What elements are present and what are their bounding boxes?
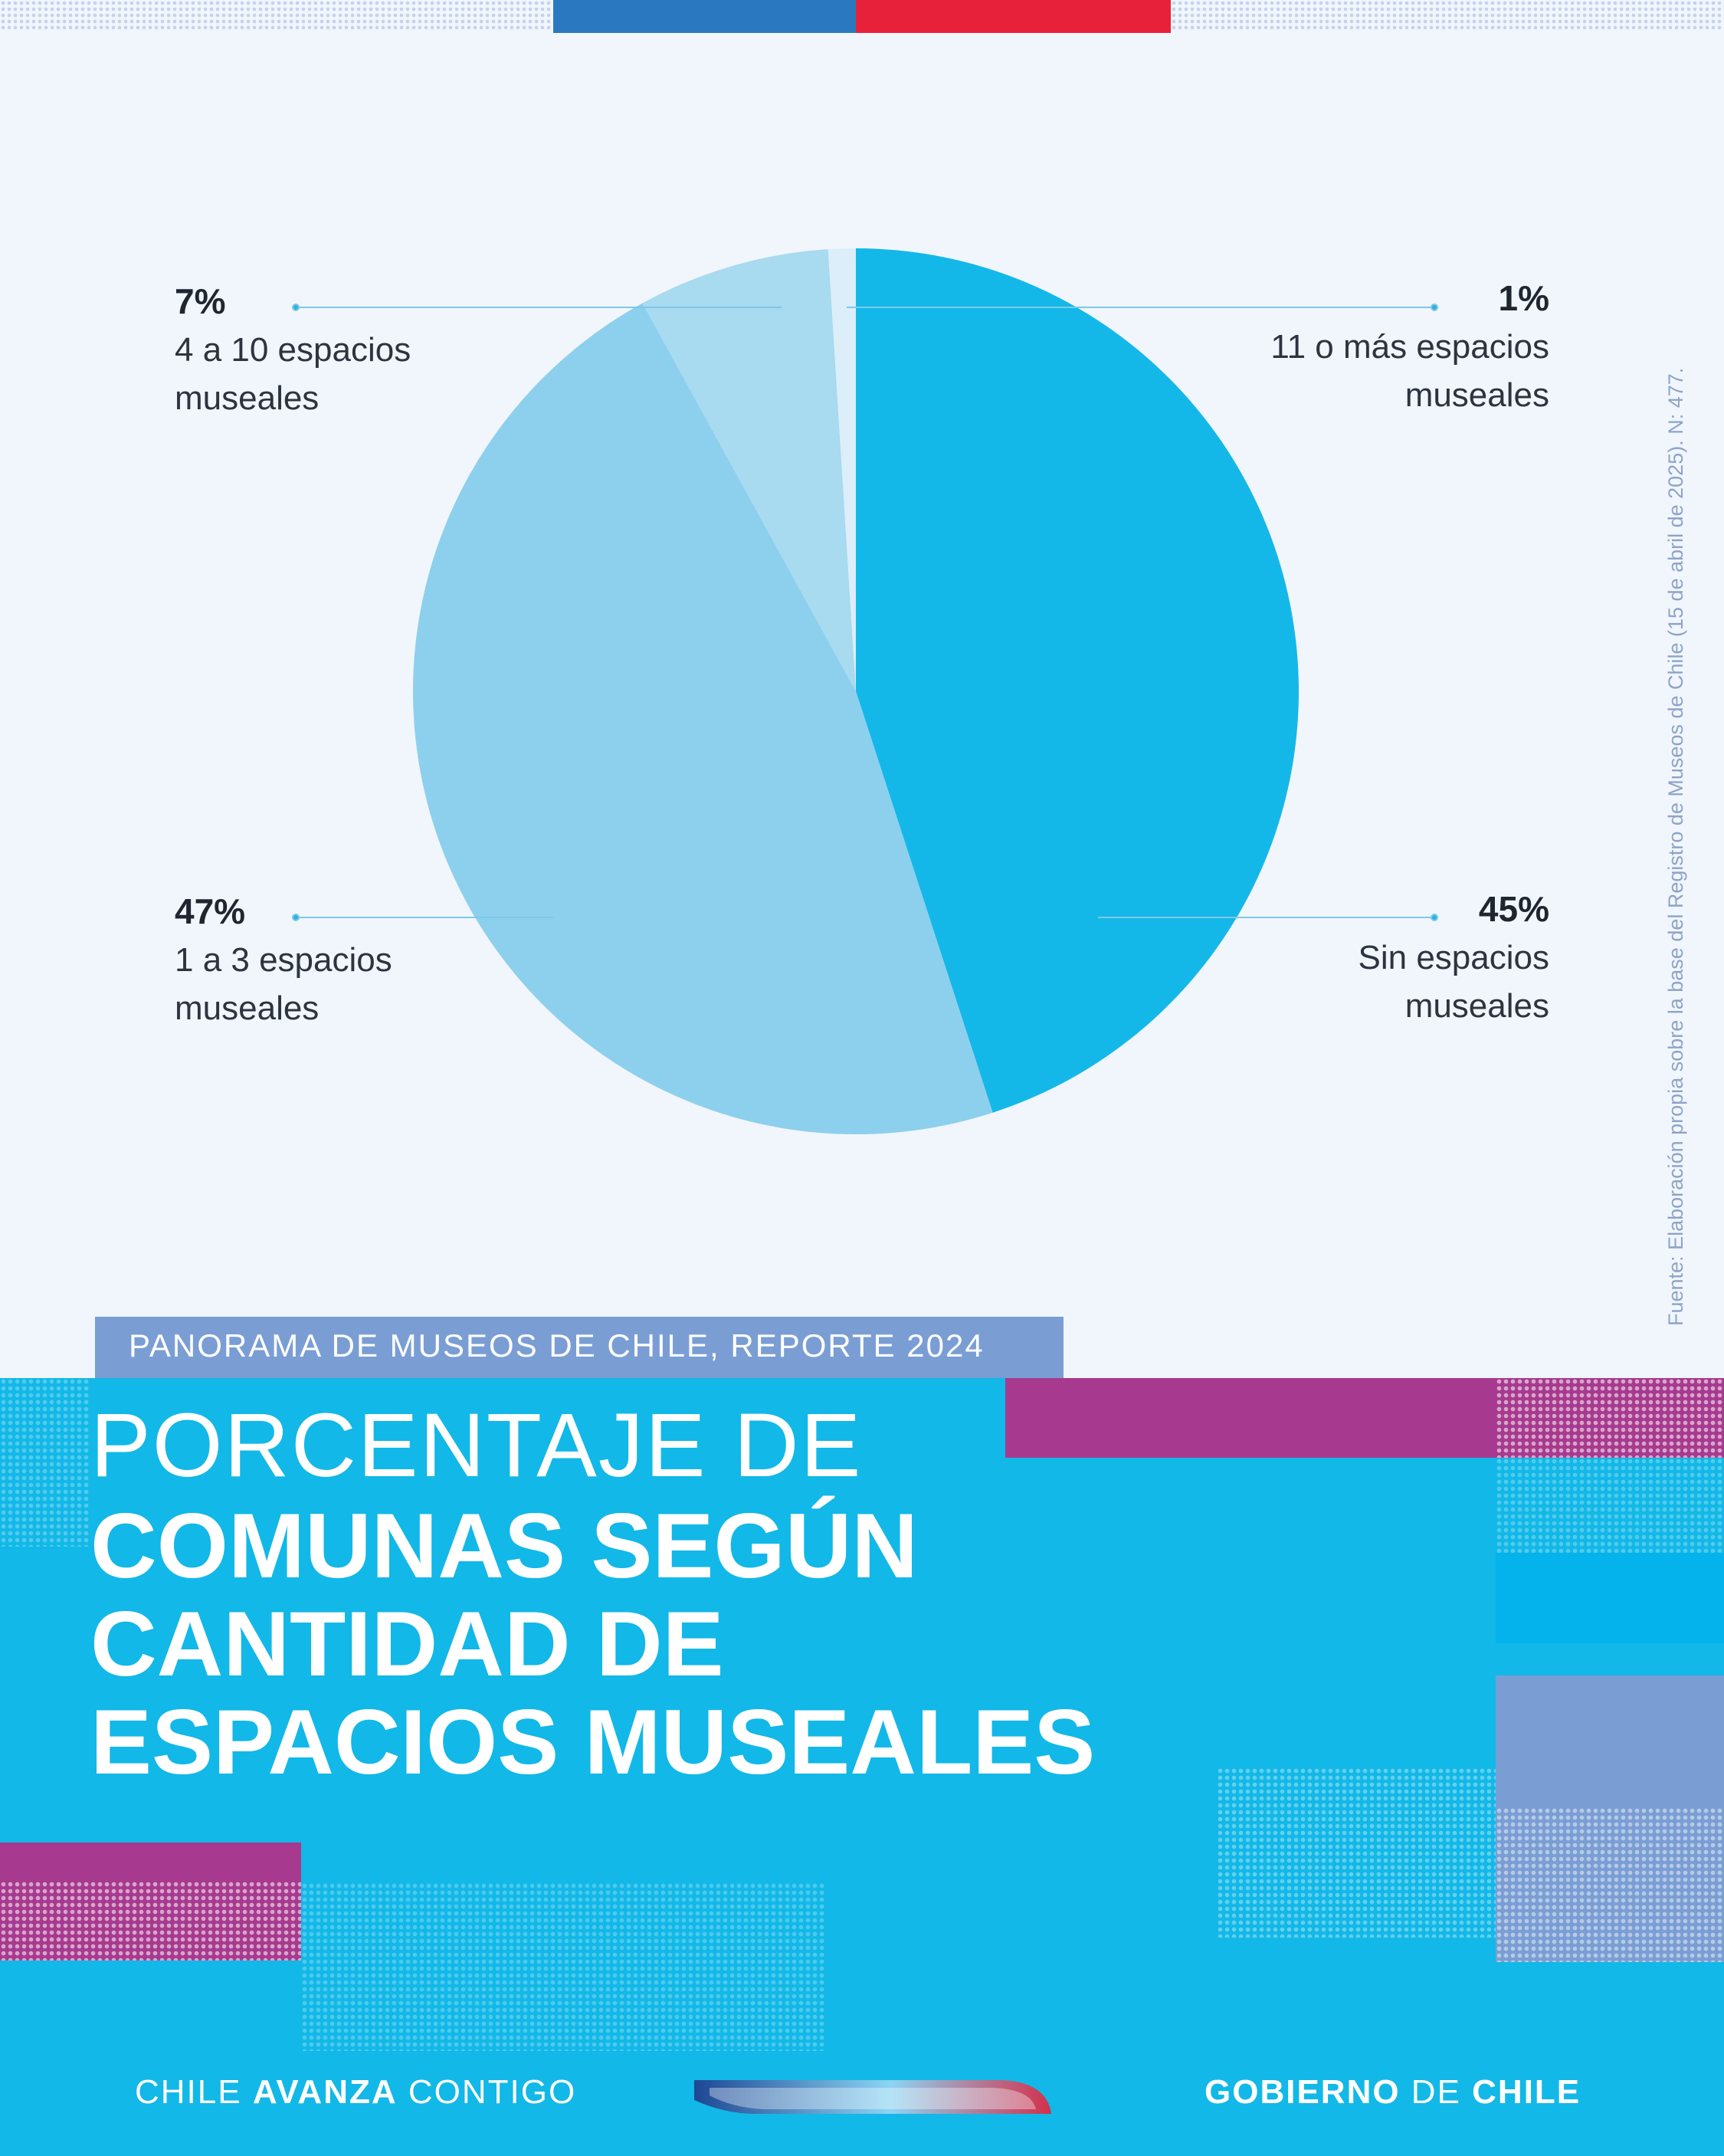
panel-deco-dots-mid xyxy=(1217,1767,1496,1938)
label-pct: 47% xyxy=(175,891,246,931)
footer-gobierno: GOBIERNO DE CHILE xyxy=(1205,2073,1581,2112)
footer-gobierno-b: DE xyxy=(1400,2073,1473,2111)
leader-dot-1 xyxy=(1431,304,1438,311)
top-dots-left xyxy=(0,0,553,31)
top-dots-right xyxy=(1171,0,1724,31)
label-line-2: museales xyxy=(1404,376,1549,414)
title-line-3: CANTIDAD DE xyxy=(90,1593,724,1695)
panel-deco-dots-right xyxy=(1496,1458,1724,1553)
footer-slogan: CHILE AVANZA CONTIGO xyxy=(135,2073,576,2112)
panel-deco-magenta-top xyxy=(1005,1378,1496,1458)
panel-deco-dots-bottom xyxy=(301,1882,824,2051)
panel-deco-magenta-dots xyxy=(1496,1378,1724,1458)
panel-deco-magenta-left-dots xyxy=(0,1881,301,1961)
title-line-2: COMUNAS SEGÚN xyxy=(90,1495,919,1597)
report-tag-text: PANORAMA DE MUSEOS DE CHILE, REPORTE 202… xyxy=(129,1327,985,1363)
flag-bar-blue xyxy=(553,0,856,33)
leader-dot-45 xyxy=(1431,914,1438,921)
label-slice-7: 7% 4 a 10 espacios museales xyxy=(175,277,411,422)
label-slice-47: 47% 1 a 3 espacios museales xyxy=(175,888,392,1032)
title-panel: PORCENTAJE DE COMUNAS SEGÚN CANTIDAD DE … xyxy=(0,1378,1724,2156)
footer-gobierno-a: GOBIERNO xyxy=(1205,2073,1401,2111)
panel-deco-lavender-dots xyxy=(1496,1807,1724,1962)
label-slice-45: 45% Sin espacios museales xyxy=(1165,885,1549,1030)
footer-gobierno-c: CHILE xyxy=(1472,2073,1581,2111)
label-pct: 7% xyxy=(175,281,226,321)
report-tag xyxy=(95,1317,1064,1378)
pie-slice-7 xyxy=(642,249,856,691)
label-slice-1: 1% 11 o más espacios museales xyxy=(1165,274,1549,419)
leader-dot-47 xyxy=(292,914,300,921)
label-line-2: museales xyxy=(1404,987,1549,1025)
label-line-1: Sin espacios xyxy=(1358,939,1549,976)
leader-lines xyxy=(292,304,1438,921)
footer-slogan-a: CHILE xyxy=(135,2073,253,2111)
panel-deco-stripe-right xyxy=(1496,1553,1724,1643)
flag-bar-red xyxy=(856,0,1171,33)
footer-slogan-c: CONTIGO xyxy=(397,2073,577,2111)
label-line-2: museales xyxy=(175,379,320,417)
title-line-1: PORCENTAJE DE xyxy=(90,1395,863,1496)
pie-slice-1 xyxy=(828,248,856,691)
label-line-1: 1 a 3 espacios xyxy=(175,941,392,979)
label-line-2: museales xyxy=(175,989,320,1027)
source-note: Fuente: Elaboración propia sobre la base… xyxy=(1664,367,1687,1326)
label-line-1: 4 a 10 espacios xyxy=(175,331,411,369)
panel-deco-magenta-left xyxy=(0,1843,301,1881)
pie-chart xyxy=(292,248,1438,1134)
title-line-4: ESPACIOS MUSEALES xyxy=(90,1691,1096,1793)
pie-slice-47 xyxy=(412,303,993,1134)
pie-slice-45 xyxy=(856,248,1299,1113)
government-stripe-logo xyxy=(694,2080,1051,2114)
panel-deco-lavender xyxy=(1496,1675,1724,1807)
panel-dots-left xyxy=(0,1378,90,1547)
label-pct: 45% xyxy=(1478,889,1549,929)
label-pct: 1% xyxy=(1498,278,1549,318)
label-line-1: 11 o más espacios xyxy=(1270,328,1549,366)
footer-slogan-b: AVANZA xyxy=(252,2073,398,2111)
leader-dot-7 xyxy=(292,304,300,311)
